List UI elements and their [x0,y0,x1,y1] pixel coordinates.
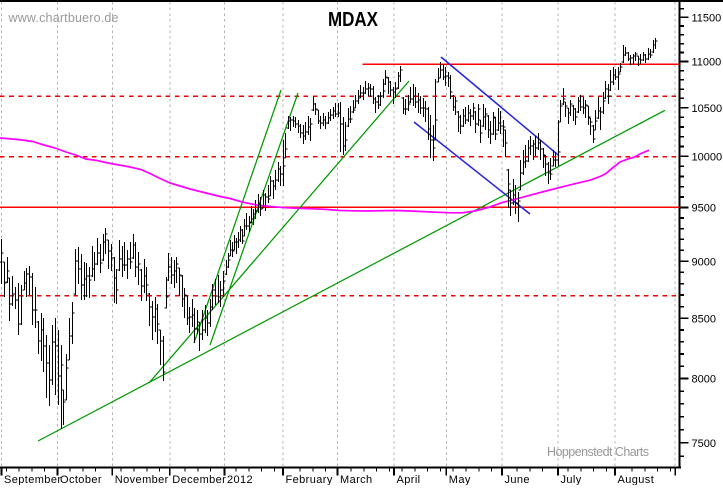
svg-text:May: May [449,474,471,485]
svg-text:10000: 10000 [692,152,723,164]
svg-text:February: February [286,474,333,485]
svg-text:9000: 9000 [692,257,716,269]
svg-text:July: July [561,474,582,485]
svg-text:10500: 10500 [692,103,723,115]
svg-text:11500: 11500 [692,13,722,25]
svg-text:www.chartbuero.de: www.chartbuero.de [8,11,119,25]
svg-text:2012: 2012 [227,474,253,485]
svg-text:MDAX: MDAX [328,9,379,31]
svg-text:December: December [172,474,226,485]
svg-text:8500: 8500 [692,313,716,325]
svg-text:September: September [4,474,61,485]
svg-text:8000: 8000 [692,374,716,386]
svg-text:November: November [115,474,169,485]
svg-text:11000: 11000 [692,57,722,69]
svg-text:9500: 9500 [692,203,716,215]
svg-text:Hoppenstedt Charts: Hoppenstedt Charts [547,445,649,459]
svg-text:7500: 7500 [692,438,716,450]
svg-text:June: June [505,474,530,485]
svg-text:March: March [340,474,373,485]
svg-text:April: April [397,474,421,485]
svg-text:August: August [618,474,655,485]
svg-text:October: October [60,474,102,485]
